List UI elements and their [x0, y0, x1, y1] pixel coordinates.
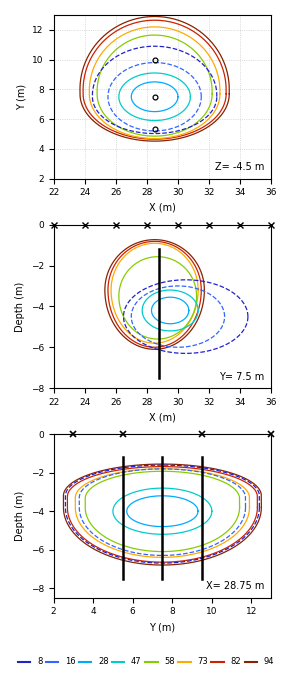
Text: Z= -4.5 m: Z= -4.5 m	[215, 162, 265, 172]
Text: Y= 7.5 m: Y= 7.5 m	[220, 371, 265, 381]
X-axis label: X (m): X (m)	[149, 203, 176, 213]
Y-axis label: Depth (m): Depth (m)	[15, 281, 25, 332]
Legend: 8, 16, 28, 47, 58, 73, 82, 94: 8, 16, 28, 47, 58, 73, 82, 94	[15, 654, 277, 670]
X-axis label: X (m): X (m)	[149, 412, 176, 423]
X-axis label: Y (m): Y (m)	[149, 622, 175, 632]
Y-axis label: Y (m): Y (m)	[17, 84, 27, 110]
Y-axis label: Depth (m): Depth (m)	[15, 491, 25, 541]
Text: X= 28.75 m: X= 28.75 m	[206, 581, 265, 591]
